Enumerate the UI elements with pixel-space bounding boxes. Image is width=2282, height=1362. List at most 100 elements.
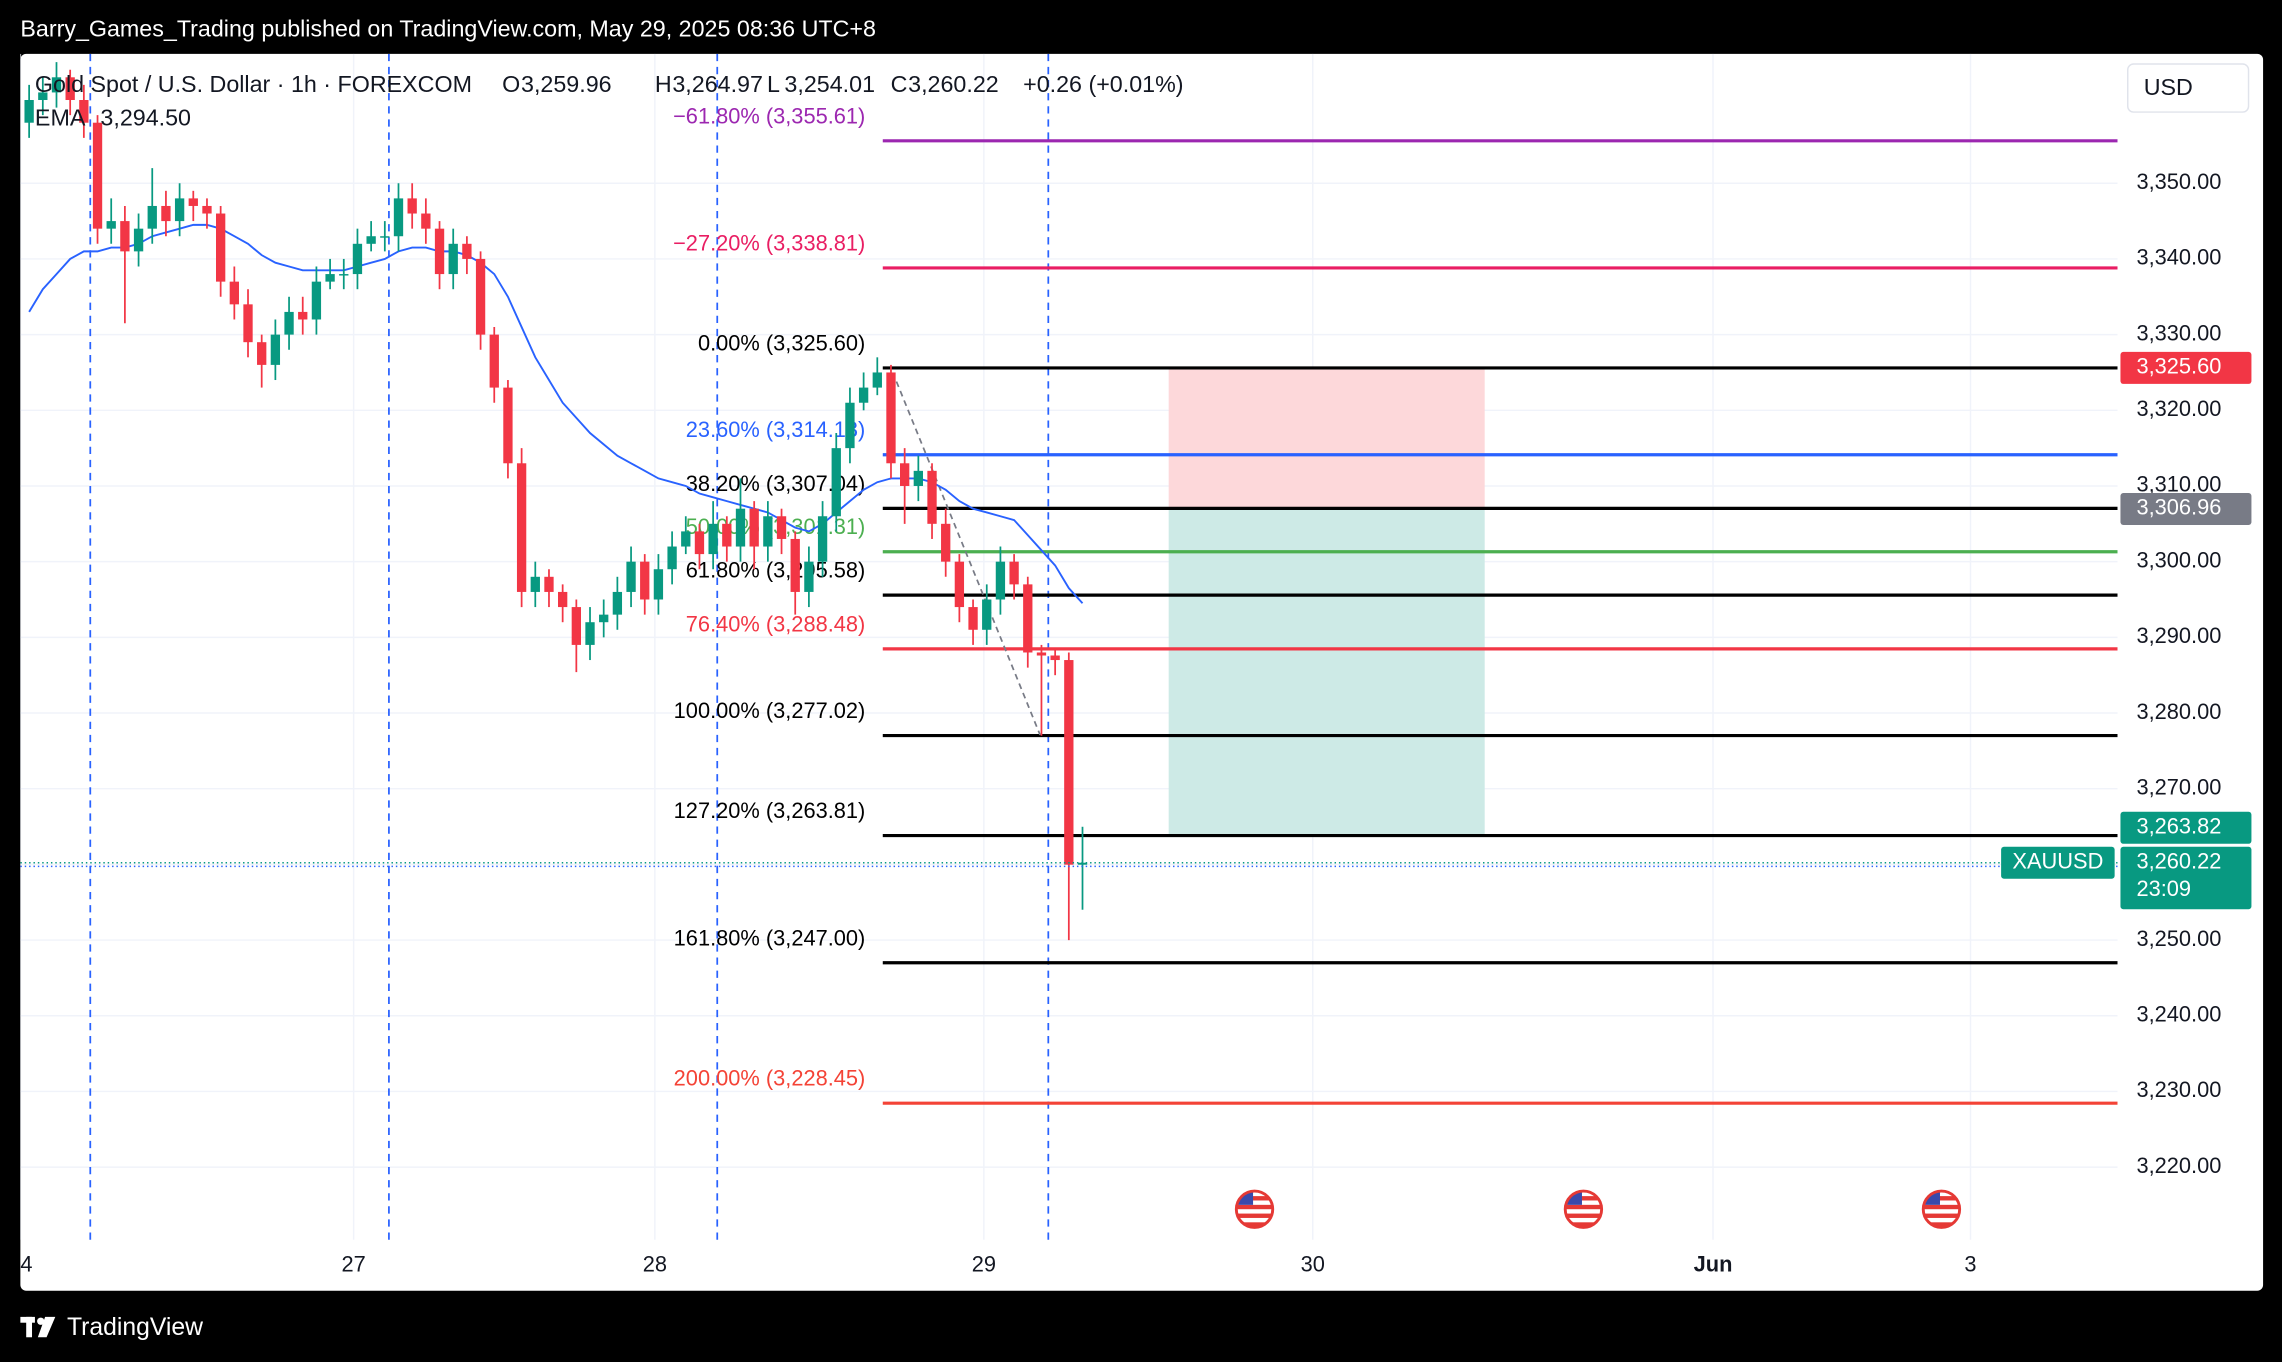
candle-body bbox=[858, 387, 869, 403]
y-tick-label: 3,310.00 bbox=[2136, 472, 2221, 497]
legend: Gold Spot / U.S. Dollar · 1h · FOREXCOM O… bbox=[35, 71, 1184, 130]
currency: USD bbox=[2144, 74, 2193, 100]
price-tag-label: 3,306.96 bbox=[2136, 495, 2221, 520]
candle-body bbox=[352, 243, 363, 275]
ohlc-key: C bbox=[891, 71, 908, 97]
fib-label: 100.00% (3,277.02) bbox=[674, 698, 866, 723]
candle-body bbox=[544, 576, 554, 592]
candle-body bbox=[831, 448, 841, 517]
ohlc-key: L bbox=[767, 71, 780, 97]
candle-body bbox=[270, 334, 281, 365]
candle-body bbox=[1036, 652, 1047, 656]
candle-body bbox=[1009, 561, 1019, 585]
candle-body bbox=[585, 622, 595, 645]
ohlc-value: 3,264.97 bbox=[672, 71, 763, 97]
price-tag-label: 3,263.82 bbox=[2136, 814, 2221, 839]
trend-line bbox=[895, 381, 1041, 736]
y-tick-label: 3,230.00 bbox=[2136, 1077, 2221, 1102]
ohlc-key: O bbox=[502, 71, 520, 97]
event-flag[interactable] bbox=[1563, 1189, 1604, 1229]
last-price-tag bbox=[2120, 846, 2252, 910]
candle-body bbox=[599, 614, 609, 623]
fib-label: −61.80% (3,355.61) bbox=[673, 103, 865, 128]
candle-body bbox=[65, 77, 75, 101]
candle-body bbox=[927, 470, 937, 524]
candle-body bbox=[503, 387, 513, 464]
x-tick-label: 29 bbox=[972, 1252, 996, 1277]
candle-body bbox=[749, 508, 759, 547]
ema-name: EMA bbox=[35, 104, 86, 130]
change: +0.26 (+0.01%) bbox=[1023, 71, 1183, 97]
candle-body bbox=[612, 591, 623, 615]
ohlc-value: 3,260.22 bbox=[908, 71, 999, 97]
candle-body bbox=[161, 205, 171, 222]
candle-body bbox=[298, 311, 308, 320]
x-tick-label: Jun bbox=[1694, 1252, 1733, 1277]
candle-body bbox=[1050, 655, 1060, 661]
y-tick-label: 3,290.00 bbox=[2136, 623, 2221, 648]
candle-body bbox=[776, 516, 787, 539]
candle-body bbox=[434, 228, 445, 275]
candle-body bbox=[941, 523, 951, 562]
candle-body bbox=[325, 274, 335, 282]
x-tick-label: 3 bbox=[1964, 1252, 1976, 1277]
x-tick-label: 24 bbox=[8, 1252, 32, 1277]
y-tick-label: 3,340.00 bbox=[2136, 245, 2221, 270]
axes: 3,220.003,230.003,240.003,250.003,260.00… bbox=[2001, 63, 2252, 1178]
candle-body bbox=[722, 523, 732, 547]
fib-label: 23.60% (3,314.13) bbox=[686, 417, 865, 442]
stop-zone bbox=[1168, 367, 1485, 509]
candle-body bbox=[489, 334, 499, 388]
event-flag[interactable] bbox=[1921, 1189, 1962, 1229]
x-tick-label: 27 bbox=[341, 1252, 365, 1277]
symbol-name: Gold Spot / U.S. Dollar · 1h · FOREXCOM bbox=[35, 71, 472, 97]
fib-label: 76.40% (3,288.48) bbox=[686, 611, 865, 636]
countdown: 23:09 bbox=[2136, 876, 2191, 901]
target-zone bbox=[1168, 508, 1485, 836]
published-note: Barry_Games_Trading published on Trading… bbox=[20, 16, 876, 42]
candle-body bbox=[284, 311, 294, 335]
candle-body bbox=[995, 561, 1006, 600]
symbol-tag-label: XAUUSD bbox=[2012, 848, 2103, 873]
y-tick-label: 3,280.00 bbox=[2136, 699, 2221, 724]
candle-body bbox=[804, 561, 814, 592]
y-tick-label: 3,220.00 bbox=[2136, 1153, 2221, 1178]
fib-label: 0.00% (3,325.60) bbox=[698, 330, 865, 355]
candle-body bbox=[913, 470, 923, 486]
fib-label: 127.20% (3,263.81) bbox=[674, 798, 866, 823]
candle-body bbox=[626, 561, 636, 592]
y-tick-label: 3,250.00 bbox=[2136, 926, 2221, 951]
candle-body bbox=[448, 243, 458, 275]
candle-body bbox=[366, 236, 376, 244]
candle-body bbox=[311, 281, 322, 320]
candle-body bbox=[174, 198, 185, 222]
candle-body bbox=[188, 198, 198, 206]
candle-body bbox=[407, 198, 417, 214]
candle-body bbox=[557, 591, 568, 608]
candle-body bbox=[817, 516, 828, 562]
candle-body bbox=[694, 531, 705, 555]
candle-body bbox=[530, 576, 540, 592]
ohlc-value: 3,254.01 bbox=[784, 71, 875, 97]
event-flag[interactable] bbox=[1234, 1189, 1275, 1229]
ohlc-key: H bbox=[655, 71, 672, 97]
candle-body bbox=[462, 243, 472, 259]
candle-body bbox=[380, 236, 390, 238]
candle-body bbox=[1077, 862, 1088, 865]
x-tick-label: 30 bbox=[1301, 1252, 1325, 1277]
y-tick-label: 3,300.00 bbox=[2136, 547, 2221, 572]
price-tag bbox=[2120, 492, 2252, 525]
candle-body bbox=[790, 538, 800, 592]
candle-body bbox=[653, 569, 664, 600]
candle-body bbox=[735, 508, 746, 547]
fib-label: −27.20% (3,338.81) bbox=[673, 230, 865, 255]
candle-body bbox=[38, 92, 48, 101]
candle-body bbox=[79, 100, 89, 123]
candle-body bbox=[202, 205, 212, 214]
candle-body bbox=[421, 213, 431, 229]
brand-logo bbox=[20, 1316, 56, 1338]
y-tick-label: 3,240.00 bbox=[2136, 1002, 2221, 1027]
candle-body bbox=[516, 463, 527, 592]
